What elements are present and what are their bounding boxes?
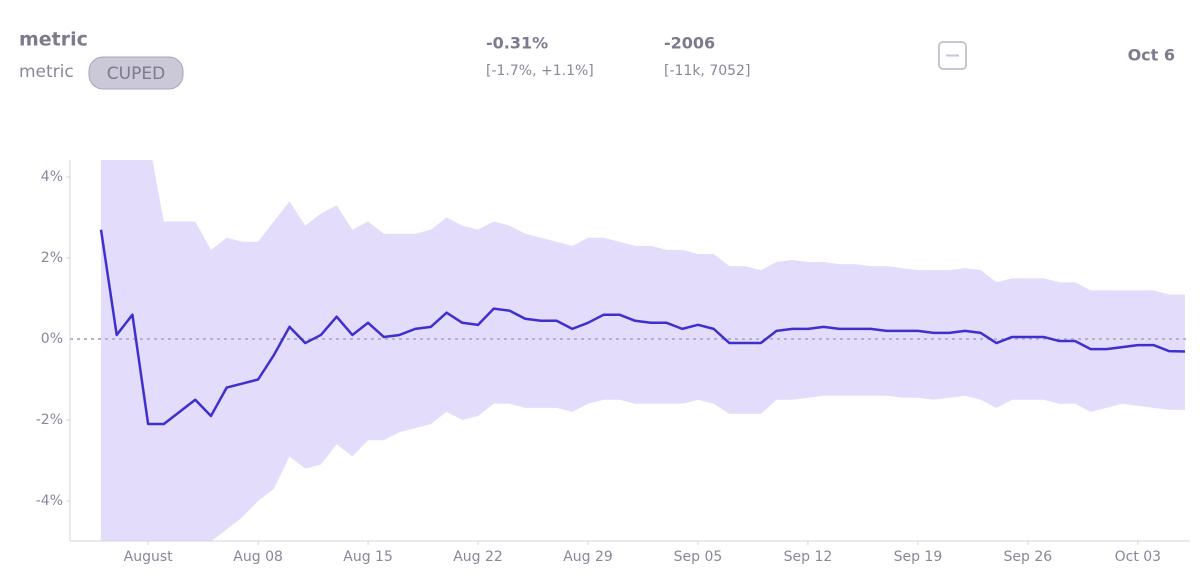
x-tick-label: Oct 03: [1115, 549, 1161, 565]
metric-subtitle: metric: [19, 62, 74, 82]
collapse-button[interactable]: [938, 41, 967, 70]
relative-value: -0.31%: [486, 34, 548, 53]
x-tick-label: August: [124, 549, 174, 565]
x-tick-label: Aug 29: [563, 549, 613, 565]
y-tick-label: 2%: [41, 250, 63, 266]
estimate-line: [99, 229, 1186, 426]
y-tick-label: 4%: [41, 169, 63, 185]
y-tick-label: 0%: [41, 331, 63, 347]
x-tick-label: Aug 15: [343, 549, 393, 565]
badge: [88, 56, 184, 90]
y-tick-label: -4%: [36, 493, 63, 509]
confidence-band: [101, 160, 1185, 541]
x-tick-label: Sep 26: [1004, 549, 1053, 565]
absolute-value: -2006: [664, 34, 715, 53]
x-tick-label: Sep 12: [784, 549, 833, 565]
date: Oct 6: [1128, 46, 1175, 65]
absolute-ci: [-11k, 7052]: [664, 63, 750, 79]
metric-title: metric: [19, 29, 88, 51]
plot-area: [70, 160, 1190, 541]
x-tick-label: Sep 05: [674, 549, 723, 565]
relative-ci: [-1.7%, +1.1%]: [486, 63, 594, 79]
x-tick-label: Sep 19: [894, 549, 943, 565]
badge-label: CUPED: [107, 64, 165, 84]
y-tick-label: -2%: [36, 412, 63, 428]
x-tick-label: Aug 22: [453, 549, 503, 565]
x-tick-label: Aug 08: [233, 549, 283, 565]
